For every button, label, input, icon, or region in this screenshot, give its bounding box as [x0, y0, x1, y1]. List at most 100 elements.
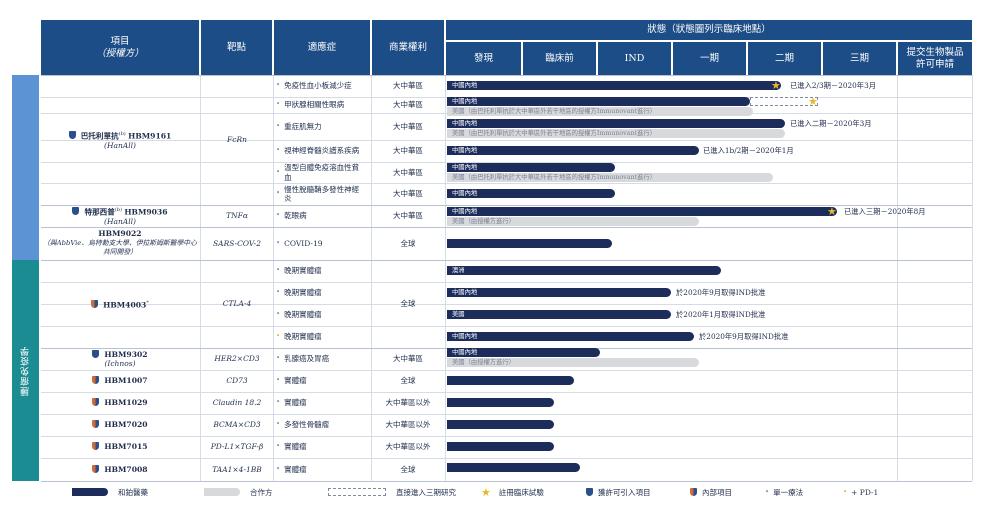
indication-cell: • 實體瘤 — [276, 436, 369, 458]
combo-dot-icon: • — [843, 488, 848, 496]
in-house-shield-icon — [92, 398, 100, 407]
indication-label: COVID-19 — [284, 238, 323, 248]
monotherapy-dot-icon: • — [276, 146, 281, 155]
target-cell: TAA1×4-1BB — [212, 464, 262, 474]
indication-cell: • 晚期實體瘤 — [276, 282, 369, 304]
legend-monotherapy: • 單一療法 — [765, 484, 803, 500]
target-cell: Claudin 18.2 — [212, 398, 262, 408]
target-cell: CD73 — [226, 376, 248, 386]
legend-direct-phase3: 直接進入三期研究 — [328, 484, 456, 500]
project-name: 巴托利單抗 — [80, 131, 119, 141]
header-project-sub: （授權方） — [96, 47, 144, 59]
registrational-star-icon: ★ — [808, 95, 818, 108]
rights-cell: 大中華區 — [393, 211, 423, 221]
legend-licensed: 獲許可引入項目 — [586, 484, 651, 500]
monotherapy-dot-icon: • — [276, 464, 281, 473]
licensed-shield-icon — [92, 349, 100, 358]
legend-pd1: • + PD-1 — [843, 484, 878, 500]
bar-her2-us: 美國（由授權方進行） — [447, 358, 699, 367]
project-hbm7008: HBM7008 — [41, 458, 199, 481]
header-stage-discovery: 發現 — [446, 42, 521, 75]
grid-hline — [41, 227, 972, 228]
project-hbm1007: HBM1007 — [41, 370, 199, 392]
header-stage-phase1: 一期 — [673, 42, 746, 75]
legend-label: 直接進入三期研究 — [396, 487, 456, 497]
grid-vline — [371, 75, 372, 481]
monotherapy-dot-icon: • — [276, 310, 281, 319]
rights-cell: 全球 — [400, 299, 416, 309]
rights-cell: 全球 — [400, 376, 416, 386]
indication-label: 晚期實體瘤 — [284, 332, 322, 342]
monotherapy-dot-icon: • — [276, 376, 281, 385]
indication-cell: • 乾眼病 — [276, 205, 369, 227]
legend-in-house: 內部項目 — [690, 484, 732, 500]
grid-vline — [200, 75, 201, 481]
licensed-shield-icon — [68, 131, 76, 140]
registrational-star-icon: ★ — [771, 79, 781, 92]
indication-label: 晚期實體瘤 — [284, 310, 322, 320]
indication-label: 免疫性血小板減少症 — [284, 81, 352, 91]
project-name: HBM1029 — [104, 398, 148, 408]
rights-cell: 全球 — [400, 464, 416, 474]
note-t3: 於2020年1月取得IND批准 — [676, 310, 766, 319]
grid-vline — [897, 75, 898, 481]
bar-mg-us: 美國（由巴托利單抗於大中華區外若干地區的授權方Immunovant進行） — [447, 129, 785, 138]
side-label: 腫瘤免疫學 — [21, 345, 31, 396]
indication-cell: • 甲狀腺相關性眼病 — [276, 97, 369, 113]
bar-hbm1007 — [447, 376, 574, 385]
indication-label: 實體瘤 — [284, 398, 307, 408]
monotherapy-dot-icon: • — [276, 100, 281, 109]
note-t4: 於2020年9月取得IND批准 — [699, 332, 789, 341]
grid-hline — [41, 370, 972, 371]
project-partner: （與AbbVie、烏特勒支大學、伊拉斯姆斯醫學中心共同開發） — [43, 238, 197, 257]
project-name: HBM1007 — [104, 376, 148, 386]
in-house-shield-icon — [92, 442, 100, 451]
note-dry: 已進入三期－2020年8月 — [844, 207, 926, 216]
project-name: HBM7015 — [104, 442, 148, 452]
note-mg: 已進入二期－2020年3月 — [790, 119, 872, 128]
grid-hline — [41, 326, 972, 327]
bar-mg-cn: 中國內地 — [447, 119, 785, 128]
legend-label: 獲許可引入項目 — [598, 487, 651, 497]
grid-hline — [41, 392, 972, 393]
monotherapy-dot-icon: • — [276, 288, 281, 297]
legend-partner-swatch — [204, 488, 240, 496]
in-house-shield-icon — [690, 488, 697, 496]
in-house-shield-icon — [92, 376, 100, 385]
grid-hline — [41, 414, 972, 415]
project-code: HBM9036 — [124, 207, 168, 217]
header-project: 項目 （授權方） — [41, 20, 199, 75]
monotherapy-dot-icon: • — [276, 420, 281, 429]
header-stage-ind: IND — [598, 42, 671, 75]
indication-cell: • 重症肌無力 — [276, 113, 369, 140]
rights-cell: 大中華區以外 — [385, 442, 431, 452]
rights-cell: 大中華區 — [393, 354, 423, 364]
bar-t1: 澳洲 — [447, 266, 721, 275]
project-hbm4003: HBM4003* — [41, 260, 199, 348]
legend-label: + PD-1 — [851, 487, 879, 497]
grid-hline — [41, 436, 972, 437]
target-cell: CTLA-4 — [222, 299, 252, 309]
legend-dashed-swatch — [328, 488, 386, 496]
header-indication: 適應症 — [274, 20, 370, 75]
indication-cell: • 視神經脊髓炎譜系疾病 — [276, 140, 369, 162]
indication-cell: • 晚期實體瘤 — [276, 260, 369, 282]
project-code: HBM9161 — [128, 131, 172, 141]
bar-covid — [447, 239, 612, 248]
indication-cell: • 溫型自體免疫溶血性貧血 — [276, 162, 369, 183]
grid-vline — [445, 75, 446, 481]
star-icon: ★ — [481, 485, 491, 499]
grid-hline — [41, 140, 972, 141]
indication-label: 溫型自體免疫溶血性貧血 — [284, 163, 360, 182]
grid-hline — [41, 304, 972, 305]
indication-cell: • COVID-19 — [276, 227, 369, 260]
in-house-shield-icon — [91, 300, 99, 308]
header-bla: 提交生物製品許可申請 — [898, 42, 972, 75]
legend-partner: 合作方 — [204, 484, 273, 500]
project-hbm7015: HBM7015 — [41, 436, 199, 458]
target-cell: FcRn — [227, 135, 247, 145]
bar-ted-us: 美國（由巴托利單抗於大中華區外若干地區的授權方Immunovant進行） — [447, 107, 753, 116]
grid-hline — [41, 205, 972, 206]
legend-label: 合作方 — [250, 487, 273, 497]
monotherapy-dot-icon: • — [276, 266, 281, 275]
